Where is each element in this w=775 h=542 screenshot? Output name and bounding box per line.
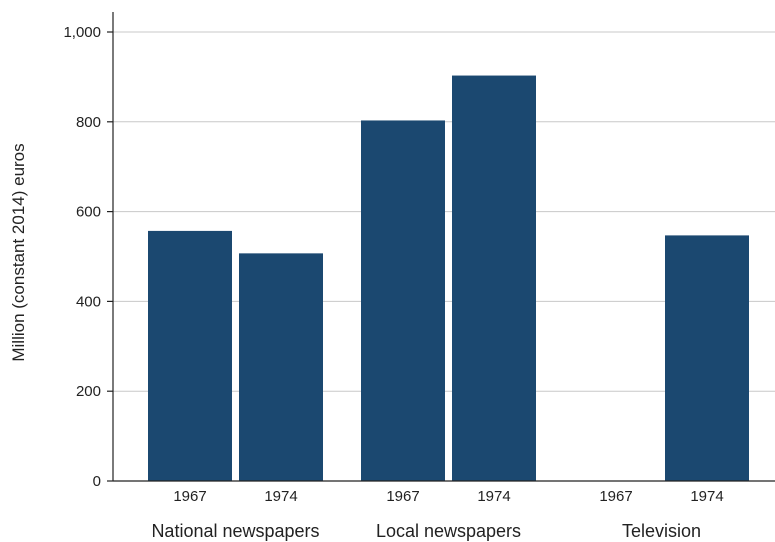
x-tick-label: 1967 bbox=[599, 488, 632, 505]
y-tick-label: 400 bbox=[76, 293, 101, 310]
y-tick-label: 1,000 bbox=[63, 24, 101, 41]
group-label: Local newspapers bbox=[376, 521, 521, 541]
group-label: National newspapers bbox=[151, 521, 319, 541]
x-axis-labels: 1967 1974 National newspapers 1967 1974 Local… bbox=[151, 488, 723, 541]
y-tick-label: 800 bbox=[76, 114, 101, 131]
x-tick-label: 1974 bbox=[477, 488, 510, 505]
x-tick-label: 1974 bbox=[690, 488, 723, 505]
bar bbox=[665, 235, 749, 481]
bar bbox=[452, 75, 536, 481]
x-tick-label: 1967 bbox=[173, 488, 206, 505]
bar bbox=[148, 230, 232, 481]
y-axis-label: Million (constant 2014) euros bbox=[9, 143, 28, 361]
x-tick-label: 1974 bbox=[264, 488, 297, 505]
bars bbox=[148, 75, 749, 481]
x-tick-label: 1967 bbox=[386, 488, 419, 505]
y-axis-ticks: 0 200 400 600 800 1,000 bbox=[63, 24, 113, 490]
bar bbox=[361, 120, 445, 481]
y-tick-label: 200 bbox=[76, 383, 101, 400]
y-tick-label: 600 bbox=[76, 204, 101, 221]
axes bbox=[112, 12, 775, 482]
y-tick-label: 0 bbox=[93, 473, 101, 490]
bar bbox=[239, 253, 323, 481]
group-label: Television bbox=[622, 521, 701, 541]
